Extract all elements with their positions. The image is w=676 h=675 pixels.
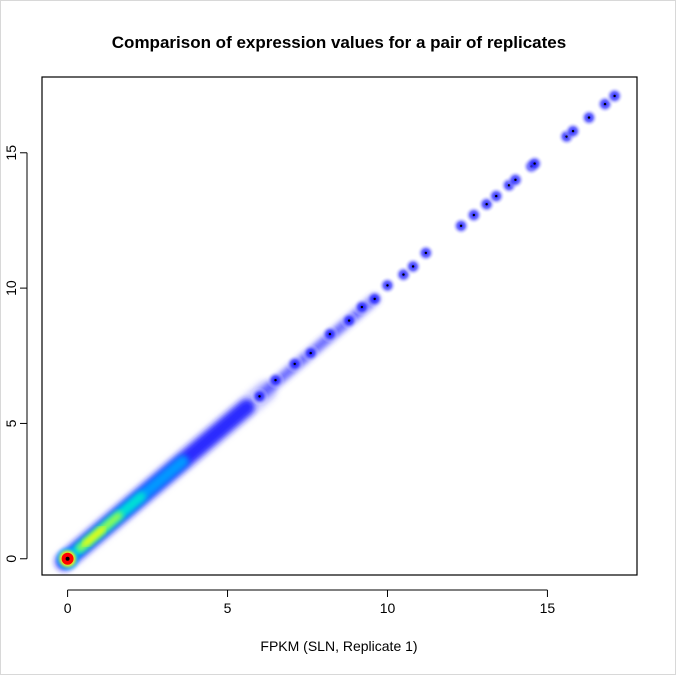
data-point — [285, 354, 304, 373]
data-point — [378, 276, 397, 295]
y-tick-label: 15 — [3, 145, 19, 161]
data-point — [301, 344, 320, 363]
x-tick-label: 0 — [64, 600, 72, 616]
y-axis: 0 5 10 15 — [3, 145, 28, 563]
data-point — [506, 170, 525, 189]
y-tick-label: 10 — [3, 280, 19, 296]
density-band-yellow — [82, 526, 106, 547]
data-point — [452, 216, 471, 235]
x-tick-label: 15 — [540, 600, 556, 616]
plot-border — [41, 76, 638, 576]
data-point — [605, 86, 624, 105]
data-point — [564, 122, 583, 141]
data-point — [416, 243, 435, 262]
data-point — [487, 187, 506, 206]
y-tick-label: 0 — [3, 555, 19, 563]
point-origin — [56, 547, 79, 570]
data-point — [365, 289, 384, 308]
data-point — [580, 108, 599, 127]
data-point — [352, 298, 371, 317]
x-axis-label: FPKM (SLN, Replicate 1) — [260, 638, 417, 654]
y-tick-label: 5 — [3, 419, 19, 427]
x-axis: 0 5 10 15 — [64, 589, 556, 616]
data-point — [464, 206, 483, 225]
data-point — [250, 387, 269, 406]
data-point — [525, 154, 544, 173]
x-tick-label: 5 — [224, 600, 232, 616]
data-point — [266, 371, 285, 390]
chart-title: Comparison of expression values for a pa… — [112, 33, 566, 52]
x-tick-label: 10 — [380, 600, 396, 616]
points-layer — [56, 86, 624, 570]
data-point — [404, 257, 423, 276]
data-point — [320, 325, 339, 344]
data-point — [340, 311, 359, 330]
